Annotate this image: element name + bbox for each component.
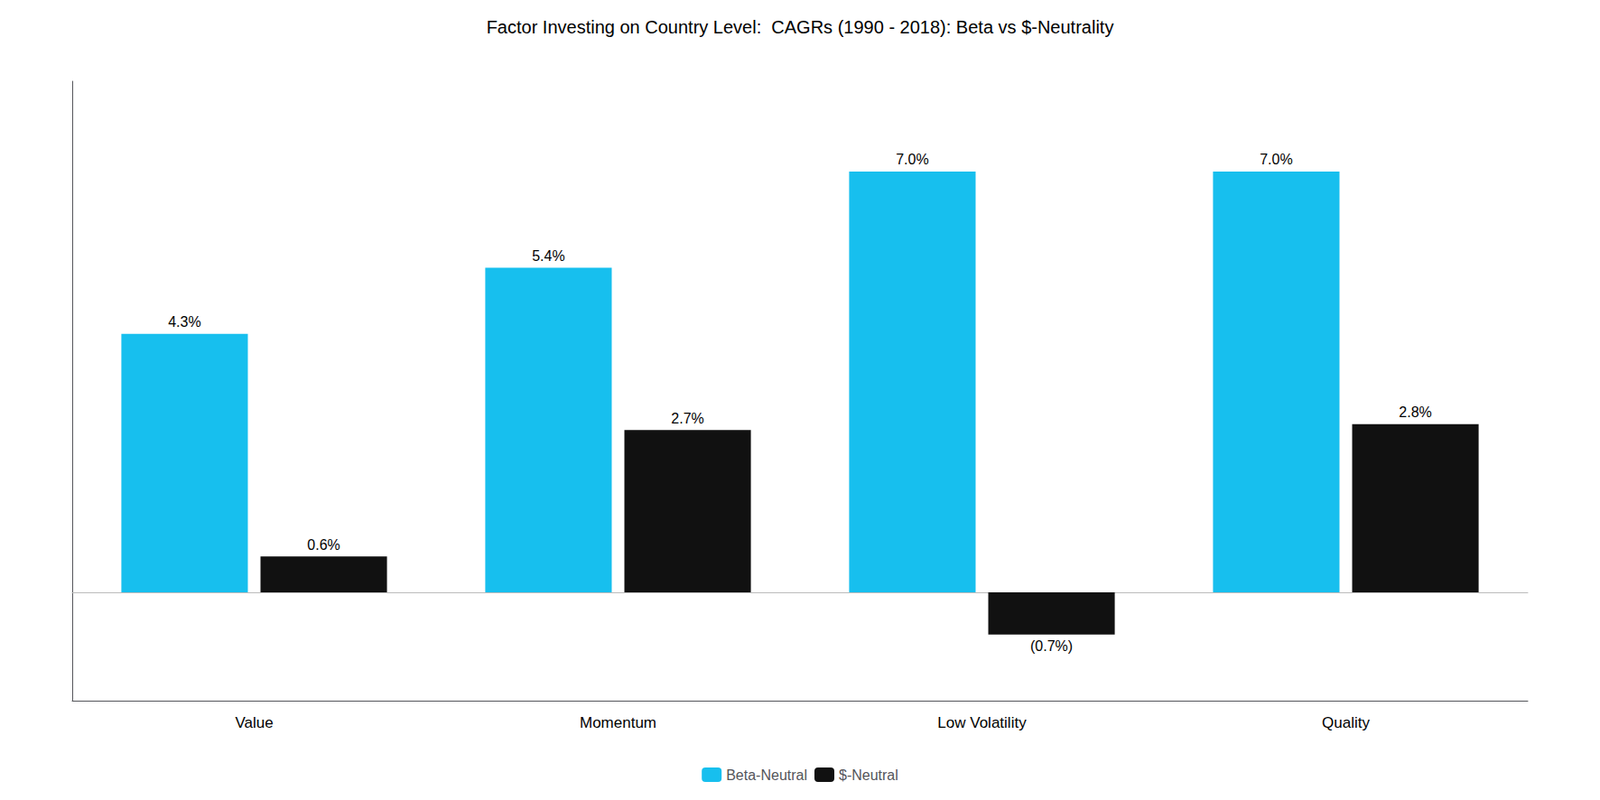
svg-text:(0.7%): (0.7%) xyxy=(1030,638,1073,654)
svg-text:Factor Investing on Country Le: Factor Investing on Country Level: CAGRs… xyxy=(486,17,1115,38)
svg-text:Beta-Neutral: Beta-Neutral xyxy=(725,767,808,783)
svg-text:7.0%: 7.0% xyxy=(895,151,929,168)
svg-text:5.4%: 5.4% xyxy=(531,248,565,264)
svg-text:2.7%: 2.7% xyxy=(670,410,704,427)
svg-text:2.8%: 2.8% xyxy=(1398,404,1432,420)
svg-text:$-Neutral: $-Neutral xyxy=(838,767,899,783)
svg-text:0.6%: 0.6% xyxy=(306,537,340,553)
svg-text:Quality: Quality xyxy=(1321,714,1370,732)
svg-text:Momentum: Momentum xyxy=(579,714,657,732)
svg-text:Value: Value xyxy=(234,714,273,732)
svg-text:Low Volatility: Low Volatility xyxy=(937,714,1027,732)
svg-text:7.0%: 7.0% xyxy=(1259,151,1293,168)
svg-text:4.3%: 4.3% xyxy=(167,314,201,330)
